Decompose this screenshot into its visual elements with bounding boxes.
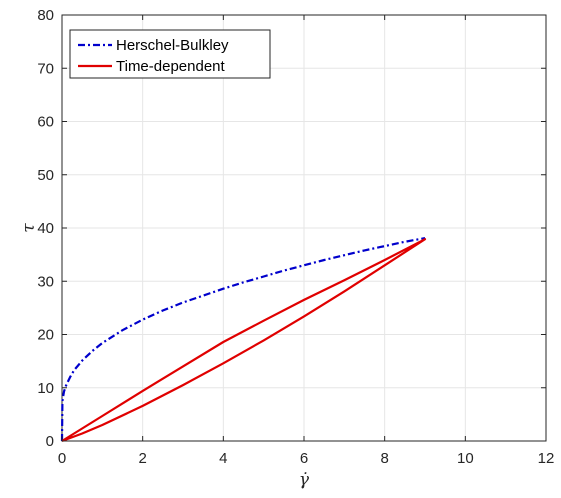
legend-label-herschel-bulkley: Herschel-Bulkley (116, 37, 229, 54)
y-tick-label: 0 (46, 433, 54, 450)
y-tick-label: 50 (37, 167, 54, 184)
x-tick-label: 8 (380, 450, 388, 467)
y-tick-label: 60 (37, 114, 54, 131)
y-tick-label: 80 (37, 7, 54, 24)
y-tick-label: 40 (37, 220, 54, 237)
legend-box (69, 29, 271, 79)
x-tick-label: 0 (58, 450, 66, 467)
series-group (60, 237, 427, 443)
x-tick-label: 4 (219, 450, 227, 467)
x-tick-label: 6 (300, 450, 308, 467)
ticks-group: 0 2 4 6 8 10 12 0 10 20 30 40 50 60 70 80 (37, 7, 554, 467)
x-axis-label: γ̇ (299, 470, 310, 490)
y-tick-label: 20 (37, 327, 54, 344)
x-tick-label: 10 (457, 450, 474, 467)
y-tick-label: 30 (37, 273, 54, 290)
x-tick-label: 12 (538, 450, 555, 467)
legend: Herschel-Bulkley Time-dependent (69, 29, 271, 79)
x-tick-label: 2 (138, 450, 146, 467)
legend-label-time-dependent: Time-dependent (116, 58, 226, 75)
series-line-time-dependent (61, 238, 427, 443)
y-axis-label: τ (19, 223, 39, 233)
series-line-herschel-bulkley (60, 237, 426, 442)
y-tick-label: 70 (37, 60, 54, 77)
y-tick-label: 10 (37, 380, 54, 397)
